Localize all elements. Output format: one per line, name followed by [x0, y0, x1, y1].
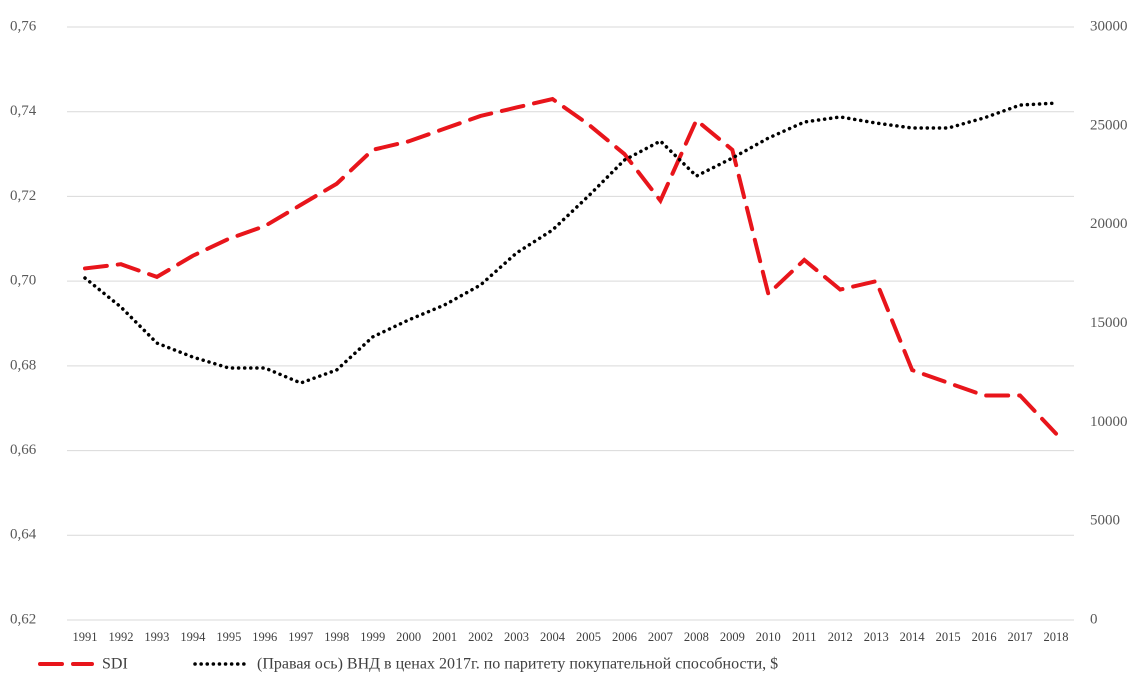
x-tick-label: 1994	[180, 630, 206, 644]
series-line	[83, 101, 1058, 385]
y-tick-label: 0,66	[10, 442, 37, 458]
x-tick-label: 2000	[396, 630, 421, 644]
legend-label: SDI	[102, 656, 128, 673]
x-tick-label: 2015	[936, 630, 961, 644]
x-tick-label: 2013	[864, 630, 889, 644]
x-tick-label: 2008	[684, 630, 709, 644]
x-tick-label: 2014	[900, 630, 926, 644]
x-tick-label: 2002	[468, 630, 493, 644]
y-tick-label: 0,68	[10, 357, 36, 373]
x-tick-label: 2011	[792, 630, 817, 644]
x-tick-label: 2006	[612, 630, 637, 644]
x-tick-label: 1996	[252, 630, 277, 644]
x-tick-label: 1993	[144, 630, 169, 644]
y2-tick-label: 15000	[1090, 315, 1128, 331]
y-tick-label: 0,76	[10, 18, 37, 34]
x-tick-label: 1991	[72, 630, 97, 644]
x-tick-label: 2016	[972, 630, 997, 644]
x-tick-label: 1998	[324, 630, 349, 644]
y2-tick-label: 10000	[1090, 414, 1128, 430]
y2-tick-label: 5000	[1090, 513, 1120, 529]
x-tick-label: 1995	[216, 630, 241, 644]
x-tick-label: 2001	[432, 630, 457, 644]
x-tick-label: 2007	[648, 630, 673, 644]
x-tick-label: 2017	[1008, 630, 1033, 644]
x-tick-label: 1992	[108, 630, 133, 644]
y-tick-label: 0,62	[10, 611, 36, 627]
y-tick-label: 0,74	[10, 103, 37, 119]
y2-tick-label: 0	[1090, 611, 1098, 627]
y-tick-label: 0,72	[10, 188, 36, 204]
x-tick-label: 2012	[828, 630, 853, 644]
y2-tick-label: 20000	[1090, 216, 1128, 232]
x-tick-label: 1997	[288, 630, 313, 644]
x-tick-label: 2010	[756, 630, 781, 644]
series-line	[82, 96, 1059, 436]
y-tick-label: 0,64	[10, 527, 37, 543]
y2-tick-label: 30000	[1090, 18, 1128, 34]
x-tick-label: 1999	[360, 630, 385, 644]
x-tick-label: 2018	[1044, 630, 1069, 644]
y-tick-label: 0,70	[10, 273, 36, 289]
x-tick-label: 2005	[576, 630, 601, 644]
x-tick-label: 2009	[720, 630, 745, 644]
y2-tick-label: 25000	[1090, 117, 1128, 133]
x-tick-label: 2004	[540, 630, 566, 644]
x-tick-label: 2003	[504, 630, 529, 644]
legend-label: (Правая ось) ВНД в ценах 2017г. по парит…	[257, 656, 778, 673]
